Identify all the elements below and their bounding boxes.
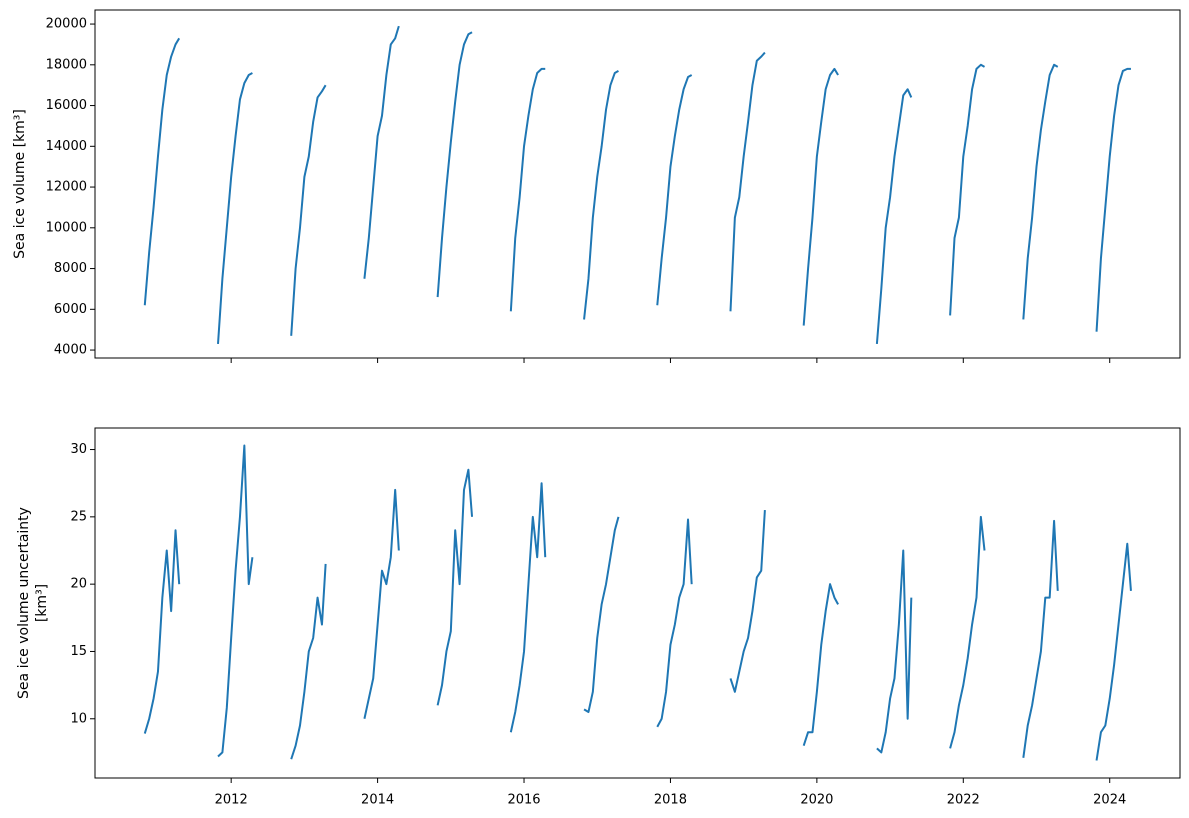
y-tick-label: 16000: [46, 98, 87, 113]
y-axis-label: Sea ice volume uncertainty: [16, 507, 32, 699]
y-tick-label: 15: [70, 644, 87, 659]
x-tick-label: 2018: [654, 793, 687, 808]
y-tick-label: 30: [70, 442, 87, 457]
data-line: [143, 444, 1132, 761]
x-tick-label: 2024: [1093, 793, 1126, 808]
plot-frame: [94, 9, 1181, 359]
y-tick-label: 14000: [46, 139, 87, 154]
x-tick-label: 2012: [215, 793, 248, 808]
y-tick-label: 25: [70, 509, 87, 524]
y-axis-label: [km³]: [34, 584, 50, 622]
y-tick-label: 4000: [54, 343, 87, 358]
y-tick-label: 18000: [46, 57, 87, 72]
y-tick-label: 8000: [54, 261, 87, 276]
y-tick-label: 6000: [54, 302, 87, 317]
y-tick-label: 10: [70, 711, 87, 726]
y-tick-label: 10000: [46, 220, 87, 235]
plot-frame: [94, 427, 1181, 779]
x-tick-label: 2014: [361, 793, 394, 808]
x-tick-label: 2016: [507, 793, 540, 808]
y-axis-label: Sea ice volume [km³]: [12, 109, 28, 259]
y-tick-label: 20000: [46, 17, 87, 32]
y-tick-label: 12000: [46, 180, 87, 195]
data-line: [143, 25, 1131, 345]
y-tick-label: 20: [70, 577, 87, 592]
x-tick-label: 2020: [800, 793, 833, 808]
x-tick-label: 2022: [947, 793, 980, 808]
